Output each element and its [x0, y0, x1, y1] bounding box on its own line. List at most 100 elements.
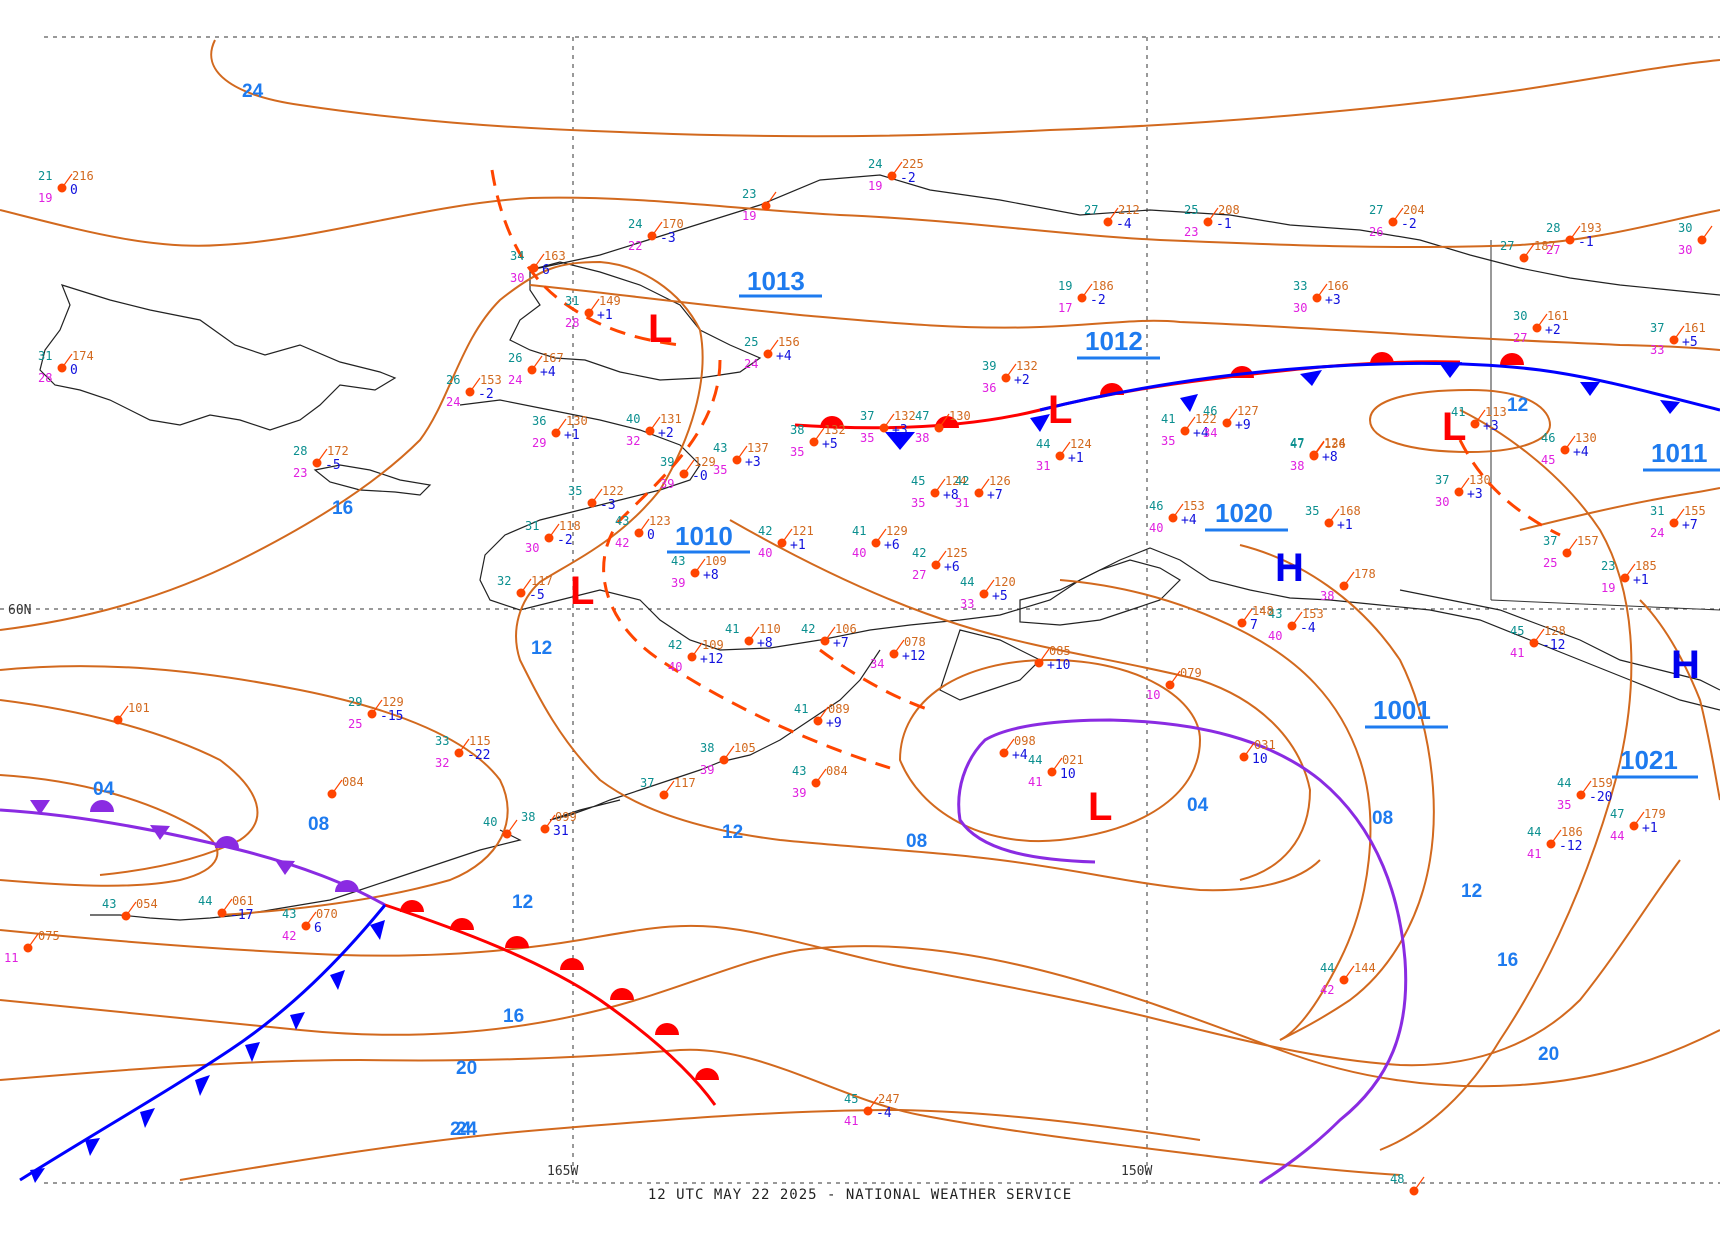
station-temperature: 41: [725, 622, 739, 636]
station-temperature: 37: [1650, 321, 1664, 335]
wind-barb-icon: [506, 819, 518, 835]
station-dewpoint: 41: [1527, 847, 1541, 861]
wind-barb-icon: [935, 550, 947, 566]
station-dewpoint: 35: [911, 496, 925, 510]
station-pressure: 084: [826, 764, 848, 778]
station-pressure: 021: [1062, 753, 1084, 767]
station-tendency: 0: [70, 183, 78, 198]
wind-barb-icon: [588, 298, 600, 314]
wind-barb-icon: [544, 814, 556, 830]
station-dewpoint: 19: [1601, 581, 1615, 595]
station-pressure: 121: [792, 524, 814, 538]
station-tendency: +1: [1642, 821, 1658, 836]
wind-barb-icon: [1633, 811, 1645, 827]
station-tendency: -17: [230, 908, 253, 923]
station-plot: 34 163 30 6: [510, 249, 566, 285]
station-pressure: 084: [342, 775, 364, 789]
station-plot: 43 109 39 +8: [671, 554, 727, 590]
station-pressure: 144: [1354, 961, 1376, 975]
station-temperature: 21: [38, 169, 52, 183]
station-dewpoint: 28: [38, 371, 52, 385]
station-tendency: -12: [1542, 638, 1565, 653]
station-temperature: 31: [1650, 504, 1664, 518]
station-pressure: 078: [904, 635, 926, 649]
wind-barb-icon: [469, 377, 481, 393]
station-tendency: +1: [564, 428, 580, 443]
station-dewpoint: 41: [844, 1114, 858, 1128]
pressure-value: 1010: [675, 521, 733, 551]
station-dewpoint: 24: [744, 357, 758, 371]
station-plot: 19 186 17 -2: [1058, 279, 1114, 315]
station-dewpoint: 40: [1268, 629, 1282, 643]
station-temperature: 28: [1546, 221, 1560, 235]
station-dewpoint: 31: [955, 496, 969, 510]
wind-barb-icon: [1005, 363, 1017, 379]
station-pressure: 132: [1016, 359, 1038, 373]
wind-barb-icon: [1474, 409, 1486, 425]
wind-barb-icon: [1291, 611, 1303, 627]
station-pressure: 125: [946, 546, 968, 560]
station-plot: 42 125 27 +6: [912, 546, 968, 582]
wind-barb-icon: [649, 416, 661, 432]
station-pressure: 115: [469, 734, 491, 748]
station-pressure: 186: [1561, 825, 1583, 839]
isobar-label: 16: [503, 1006, 524, 1027]
station-pressure: 129: [886, 524, 908, 538]
wind-barb-icon: [1550, 829, 1562, 845]
station-pressure: 247: [878, 1092, 900, 1106]
station-dewpoint: 22: [628, 239, 642, 253]
station-dewpoint: 11: [4, 951, 18, 965]
station-tendency: +8: [757, 636, 773, 651]
wind-barb-icon: [983, 579, 995, 595]
station-plot: 43 137 35 +3: [713, 441, 769, 477]
station-dewpoint: 30: [1435, 495, 1449, 509]
troughs: [490, 169, 1561, 770]
station-plot: 35 168+1: [1305, 504, 1361, 533]
station-temperature: 27: [1500, 239, 1514, 253]
station-temperature: 33: [435, 734, 449, 748]
wind-barb-icon: [1051, 757, 1063, 773]
isobar-label: 20: [1538, 1044, 1559, 1065]
station-pressure: 161: [1547, 309, 1569, 323]
pressure-value: 1001: [1373, 695, 1431, 725]
wind-barb-icon: [1226, 408, 1238, 424]
station-pressure: 174: [72, 349, 94, 363]
wind-barb-icon: [1566, 538, 1578, 554]
station-dewpoint: 10: [1146, 688, 1160, 702]
wind-barb-icon: [61, 353, 73, 369]
station-tendency: +9: [826, 716, 842, 731]
station-pressure: 168: [1339, 504, 1361, 518]
station-tendency: -5: [325, 458, 341, 473]
wind-barb-icon: [117, 705, 129, 721]
station-dewpoint: 40: [852, 546, 866, 560]
station-plot: 37 130 30 +3: [1435, 473, 1491, 509]
station-temperature: 46: [1541, 431, 1555, 445]
station-plot: 46 130 45 +4: [1541, 431, 1597, 467]
wind-barb-icon: [555, 418, 567, 434]
wind-barb-icon: [1081, 283, 1093, 299]
station-pressure: 153: [480, 373, 502, 387]
wind-barb-icon: [938, 413, 950, 429]
wind-barb-icon: [883, 413, 895, 429]
station-tendency: 6: [314, 921, 322, 936]
station-dewpoint: 25: [348, 717, 362, 731]
wind-barb-icon: [893, 639, 905, 655]
station-temperature: 32: [497, 574, 511, 588]
occluded-front-main: [957, 718, 1408, 1185]
station-plot: 27 204 26 -2: [1369, 203, 1425, 239]
low-center: L: [648, 307, 672, 351]
station-pressure: 089: [828, 702, 850, 716]
station-dewpoint: 39: [660, 477, 674, 491]
station-temperature: 31: [38, 349, 52, 363]
wind-barb-icon: [694, 558, 706, 574]
station-temperature: 42: [801, 622, 815, 636]
station-tendency: +7: [1682, 518, 1698, 533]
isobar-label: 24: [450, 1119, 472, 1140]
wind-barb-icon: [1458, 477, 1470, 493]
station-tendency: +12: [700, 652, 723, 667]
station-plot: 43 084 39: [792, 764, 848, 800]
cold-front-north: [885, 361, 1720, 450]
